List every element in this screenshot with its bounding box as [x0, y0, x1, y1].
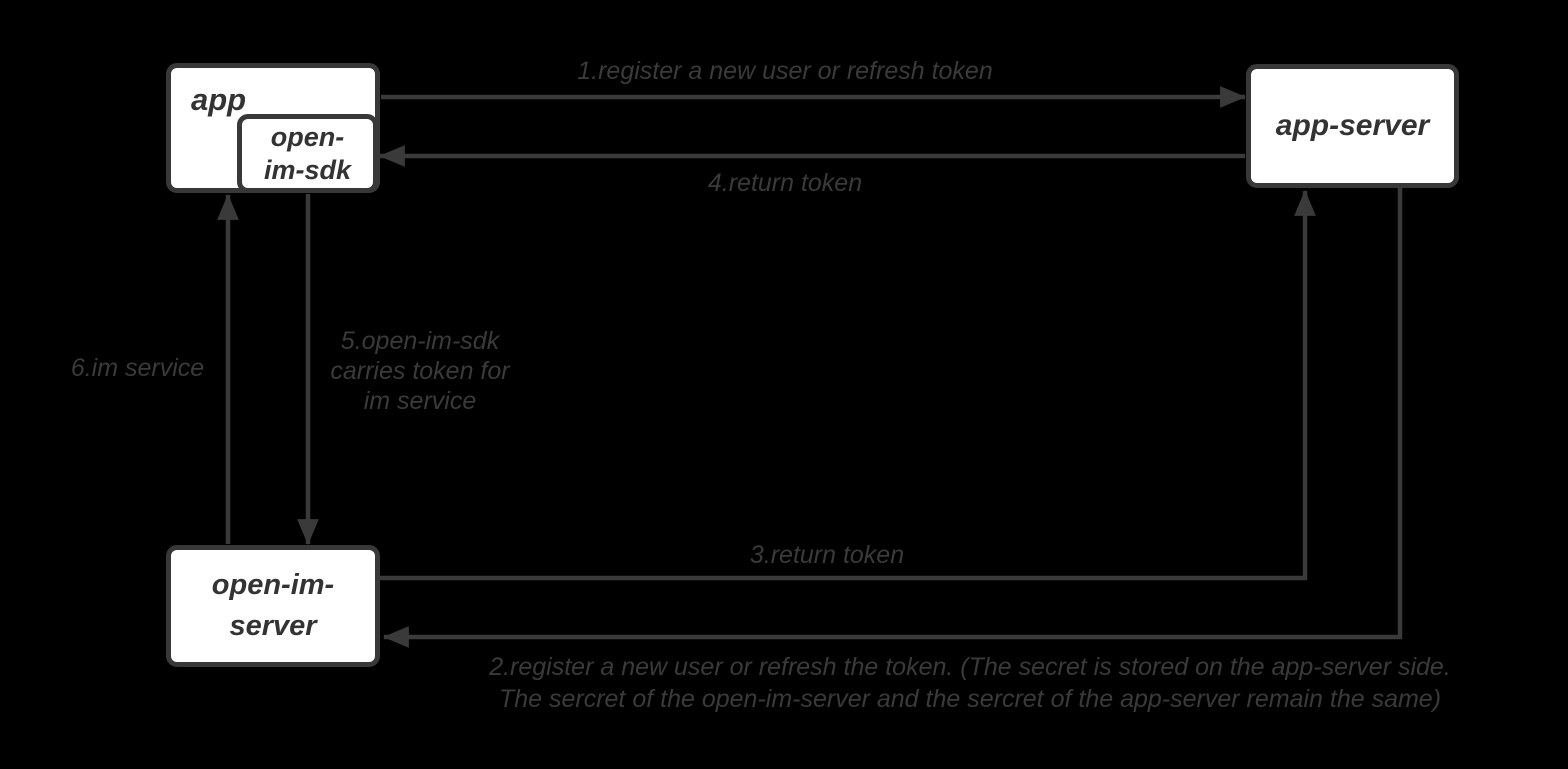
node-open-im-server: open-im- server — [166, 545, 380, 667]
edge-3-arrow — [380, 189, 1316, 581]
node-open-im-sdk: open- im-sdk — [237, 114, 378, 193]
edge-6-label: 6.im service — [70, 354, 205, 382]
edge-3-label: 3.return token — [749, 541, 905, 569]
edge-5-label: 5.open-im-sdk carries token for im servi… — [330, 327, 510, 415]
edge-2-label: 2.register a new user or refresh the tok… — [489, 653, 1451, 713]
edge-2-arrow — [382, 188, 1403, 648]
edge-4-label: 4.return token — [707, 169, 863, 197]
node-app-server: app-server — [1246, 64, 1459, 188]
edge-1-label: 1.register a new user or refresh token — [577, 57, 993, 85]
